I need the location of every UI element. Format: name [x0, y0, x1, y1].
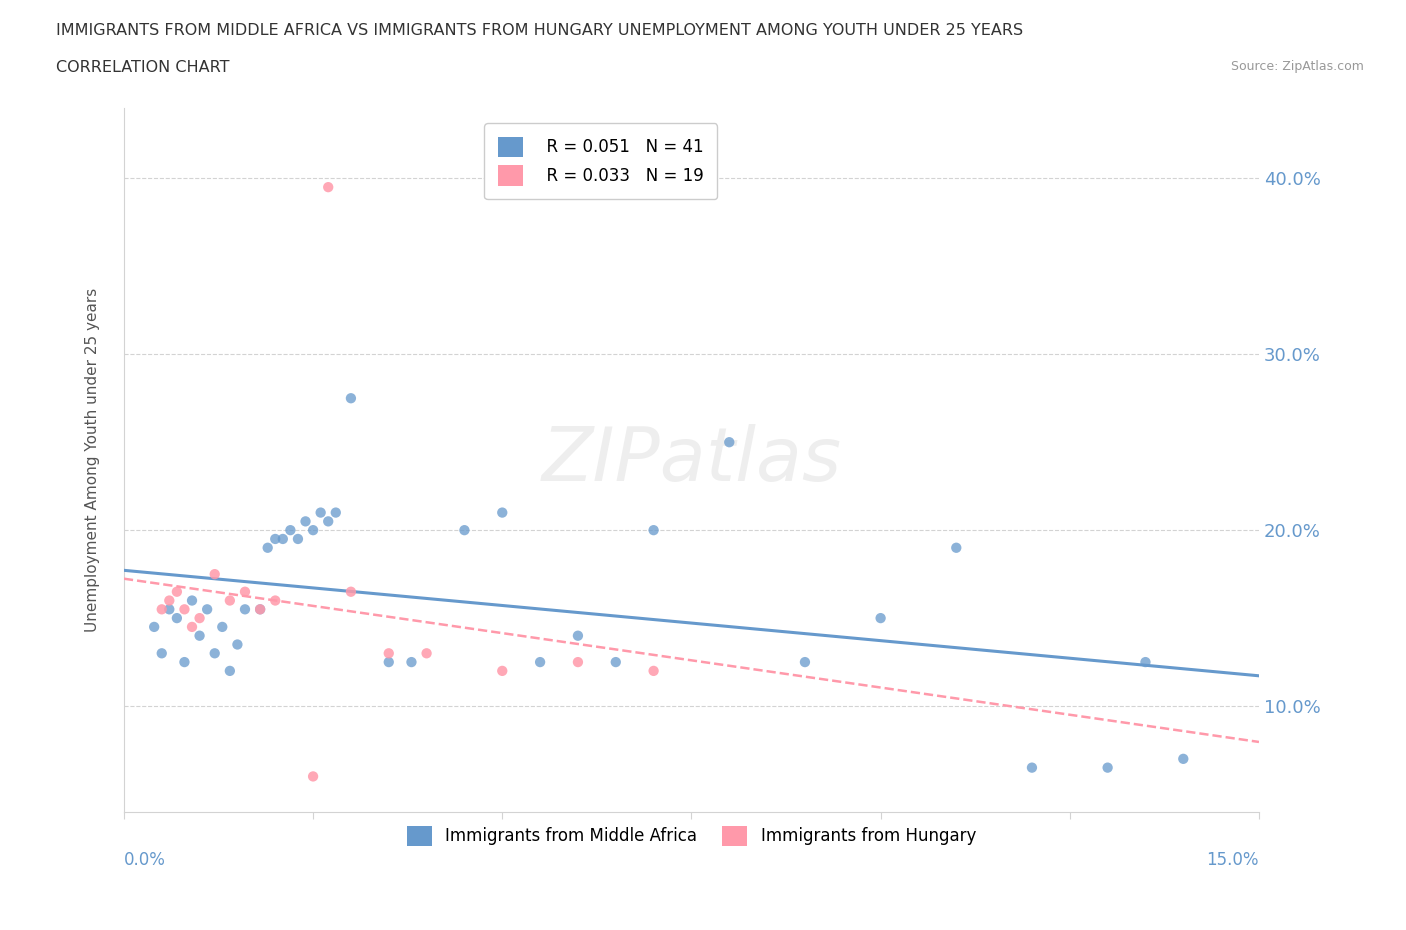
Point — [166, 611, 188, 626]
Point — [233, 602, 256, 617]
Point — [491, 505, 513, 520]
Point — [249, 602, 271, 617]
Point — [280, 523, 302, 538]
Y-axis label: Unemployment Among Youth under 25 years: Unemployment Among Youth under 25 years — [86, 287, 100, 631]
Point — [181, 593, 204, 608]
Point — [415, 645, 437, 660]
Point — [195, 602, 218, 617]
Text: Source: ZipAtlas.com: Source: ZipAtlas.com — [1230, 60, 1364, 73]
Point — [643, 523, 665, 538]
Text: IMMIGRANTS FROM MIDDLE AFRICA VS IMMIGRANTS FROM HUNGARY UNEMPLOYMENT AMONG YOUT: IMMIGRANTS FROM MIDDLE AFRICA VS IMMIGRA… — [56, 23, 1024, 38]
Point — [188, 611, 211, 626]
Point — [204, 566, 226, 581]
Point — [401, 655, 423, 670]
Point — [316, 514, 339, 529]
Point — [143, 619, 166, 634]
Point — [1097, 760, 1119, 775]
Point — [491, 663, 513, 678]
Point — [264, 593, 287, 608]
Point — [302, 523, 325, 538]
Point — [567, 655, 589, 670]
Point — [211, 619, 233, 634]
Point — [718, 435, 741, 450]
Point — [157, 593, 180, 608]
Point — [150, 645, 173, 660]
Point — [150, 602, 173, 617]
Point — [166, 584, 188, 599]
Point — [567, 629, 589, 644]
Point — [302, 769, 325, 784]
Point — [233, 584, 256, 599]
Point — [204, 645, 226, 660]
Point — [453, 523, 475, 538]
Point — [256, 540, 278, 555]
Point — [643, 663, 665, 678]
Point — [1173, 751, 1195, 766]
Point — [377, 655, 399, 670]
Point — [869, 611, 891, 626]
Legend: Immigrants from Middle Africa, Immigrants from Hungary: Immigrants from Middle Africa, Immigrant… — [401, 818, 983, 853]
Point — [529, 655, 551, 670]
Point — [340, 584, 363, 599]
Point — [294, 514, 316, 529]
Point — [218, 663, 240, 678]
Text: ZIPatlas: ZIPatlas — [541, 424, 842, 496]
Point — [173, 602, 195, 617]
Point — [271, 532, 294, 547]
Point — [1135, 655, 1157, 670]
Point — [1021, 760, 1043, 775]
Point — [218, 593, 240, 608]
Text: 15.0%: 15.0% — [1206, 851, 1258, 869]
Point — [325, 505, 347, 520]
Point — [309, 505, 332, 520]
Text: 0.0%: 0.0% — [124, 851, 166, 869]
Point — [794, 655, 817, 670]
Text: CORRELATION CHART: CORRELATION CHART — [56, 60, 229, 75]
Point — [945, 540, 967, 555]
Point — [340, 391, 363, 405]
Point — [181, 619, 204, 634]
Point — [264, 532, 287, 547]
Point — [316, 179, 339, 194]
Point — [157, 602, 180, 617]
Point — [188, 629, 211, 644]
Point — [605, 655, 627, 670]
Point — [377, 645, 399, 660]
Point — [173, 655, 195, 670]
Point — [287, 532, 309, 547]
Point — [249, 602, 271, 617]
Point — [226, 637, 249, 652]
